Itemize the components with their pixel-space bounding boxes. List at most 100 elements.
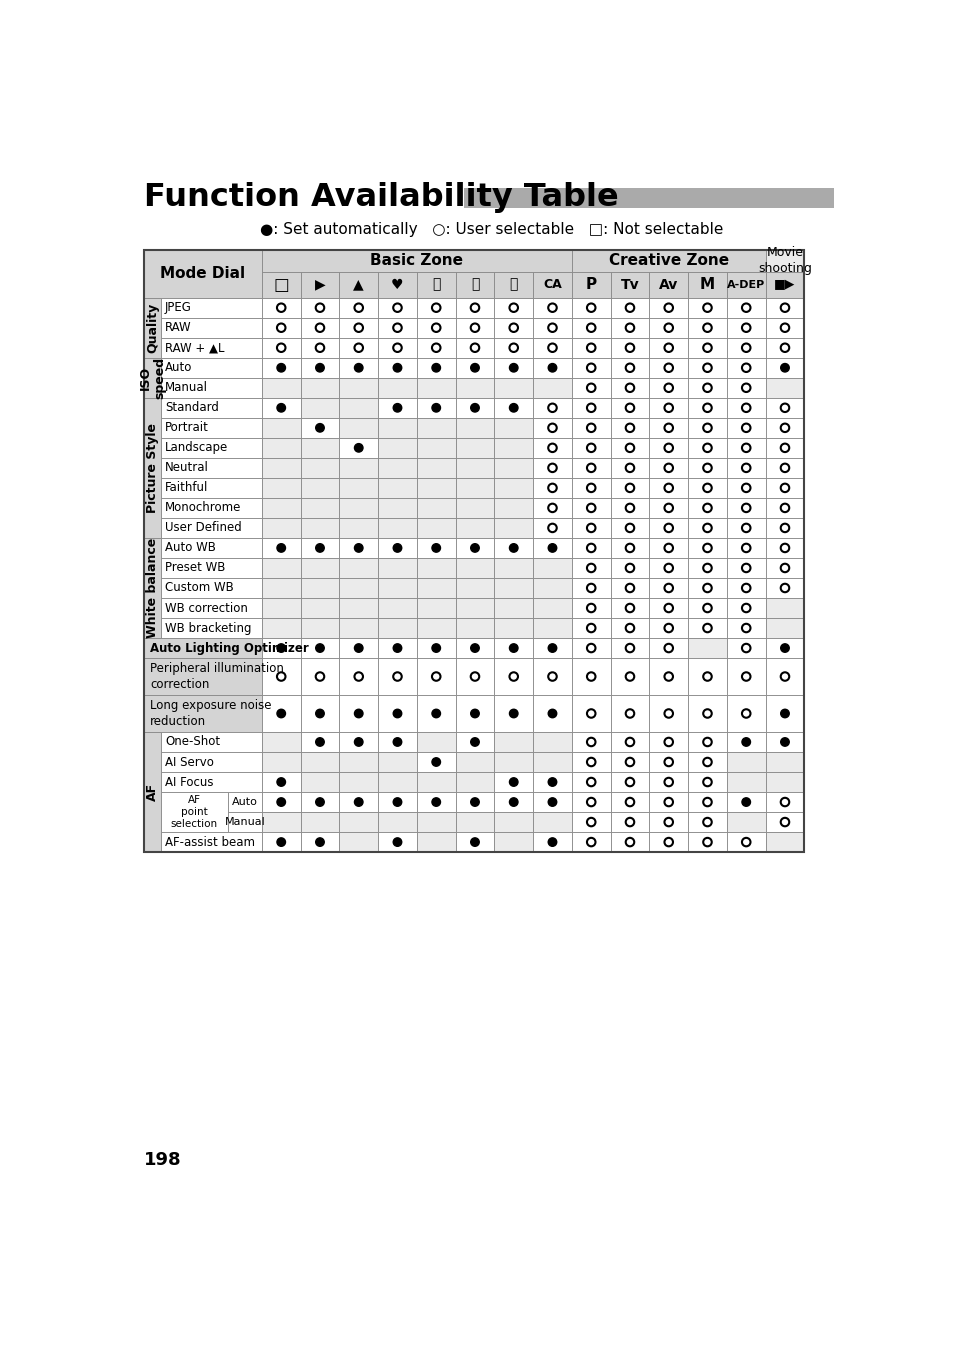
Bar [649,272,687,297]
Bar [161,752,261,772]
Bar [456,538,494,558]
Bar [765,617,803,638]
Bar [649,833,687,853]
Bar [339,833,377,853]
Bar [571,732,610,752]
Bar [649,358,687,378]
Bar [726,812,765,833]
Bar [726,752,765,772]
Circle shape [276,709,285,718]
Text: Manual: Manual [165,381,208,394]
Bar [726,418,765,438]
Bar [377,297,416,317]
Bar [161,338,261,358]
Bar [261,398,300,418]
Bar [533,317,571,338]
Bar [339,297,377,317]
Bar [300,477,339,498]
Bar [416,317,456,338]
Text: ■▶: ■▶ [774,278,795,291]
Text: Preset WB: Preset WB [165,561,225,574]
Bar [377,638,416,658]
Bar [144,638,261,658]
Bar [339,752,377,772]
Bar [416,732,456,752]
Bar [649,772,687,792]
Bar [339,617,377,638]
Bar [765,792,803,812]
Bar [571,812,610,833]
Bar [533,338,571,358]
Bar [726,457,765,477]
Bar [571,250,765,272]
Bar [610,538,649,558]
Bar [533,772,571,792]
Bar [765,457,803,477]
Bar [377,358,416,378]
Bar [261,812,300,833]
Bar [649,418,687,438]
Bar [726,438,765,457]
Text: User Defined: User Defined [165,522,241,534]
Text: Neutral: Neutral [165,461,209,475]
Bar [533,272,571,297]
Bar [765,752,803,772]
Bar [456,772,494,792]
Bar [456,317,494,338]
Circle shape [509,363,517,373]
Bar [687,297,726,317]
Bar [610,732,649,752]
Text: Basic Zone: Basic Zone [370,253,463,268]
Circle shape [276,404,285,412]
Bar [494,358,533,378]
Bar [377,518,416,538]
Bar [456,732,494,752]
Text: AF
point
selection: AF point selection [171,795,217,829]
Circle shape [355,709,362,718]
Bar [377,317,416,338]
Bar [228,812,261,833]
Bar [571,378,610,398]
Bar [300,338,339,358]
Bar [261,558,300,578]
Bar [610,833,649,853]
Bar [300,812,339,833]
Bar [571,272,610,297]
Circle shape [780,709,788,718]
Bar [377,398,416,418]
Bar [339,732,377,752]
Bar [494,272,533,297]
Bar [765,833,803,853]
Circle shape [393,404,401,412]
Bar [571,792,610,812]
Text: Monochrome: Monochrome [165,502,241,514]
Circle shape [548,838,557,846]
Bar [261,538,300,558]
Bar [649,518,687,538]
Bar [261,752,300,772]
Bar [533,578,571,599]
Bar [494,317,533,338]
Circle shape [509,709,517,718]
Bar [533,297,571,317]
Bar [261,772,300,792]
Bar [161,578,261,599]
Bar [726,477,765,498]
Bar [571,297,610,317]
Bar [687,558,726,578]
Bar [377,617,416,638]
Bar [649,477,687,498]
Text: Auto WB: Auto WB [165,542,215,554]
Bar [494,792,533,812]
Bar [339,477,377,498]
Circle shape [432,644,440,652]
Bar [649,732,687,752]
Bar [161,833,261,853]
Circle shape [355,543,362,553]
Bar [571,477,610,498]
Bar [571,457,610,477]
Bar [494,457,533,477]
Circle shape [276,543,285,553]
Bar [726,518,765,538]
Bar [533,558,571,578]
